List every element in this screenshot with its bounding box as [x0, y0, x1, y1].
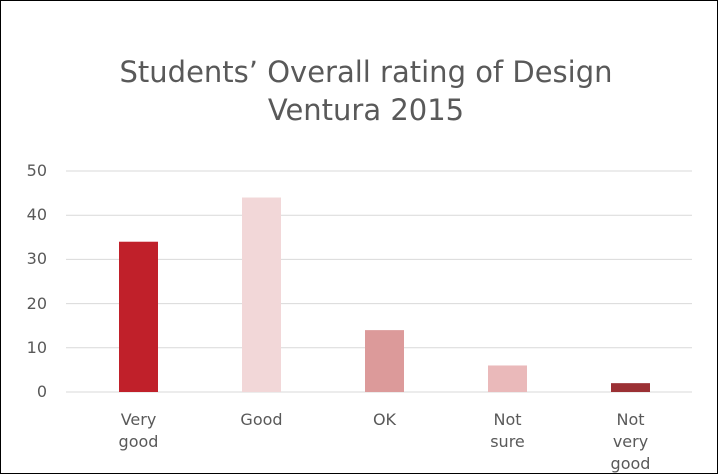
x-tick-label: OK — [372, 410, 397, 429]
bar — [365, 330, 404, 392]
x-tick-label: Not very good — [610, 410, 651, 473]
x-tick-label: Very good — [118, 410, 159, 451]
y-tick-label: 40 — [26, 205, 47, 225]
y-tick-label: 50 — [26, 161, 47, 180]
x-tick-label: Not sure — [490, 410, 525, 451]
x-tick-label: Good — [240, 410, 283, 429]
y-tick-label: 30 — [26, 249, 47, 269]
bar — [611, 383, 650, 392]
bar — [242, 197, 281, 392]
y-tick-label: 10 — [26, 337, 47, 357]
bar — [488, 365, 527, 392]
chart-title: Students’ Overall rating of Design Ventu… — [119, 55, 613, 127]
y-tick-label: 0 — [36, 382, 47, 401]
bar — [119, 241, 158, 392]
y-tick-label: 20 — [26, 293, 47, 313]
